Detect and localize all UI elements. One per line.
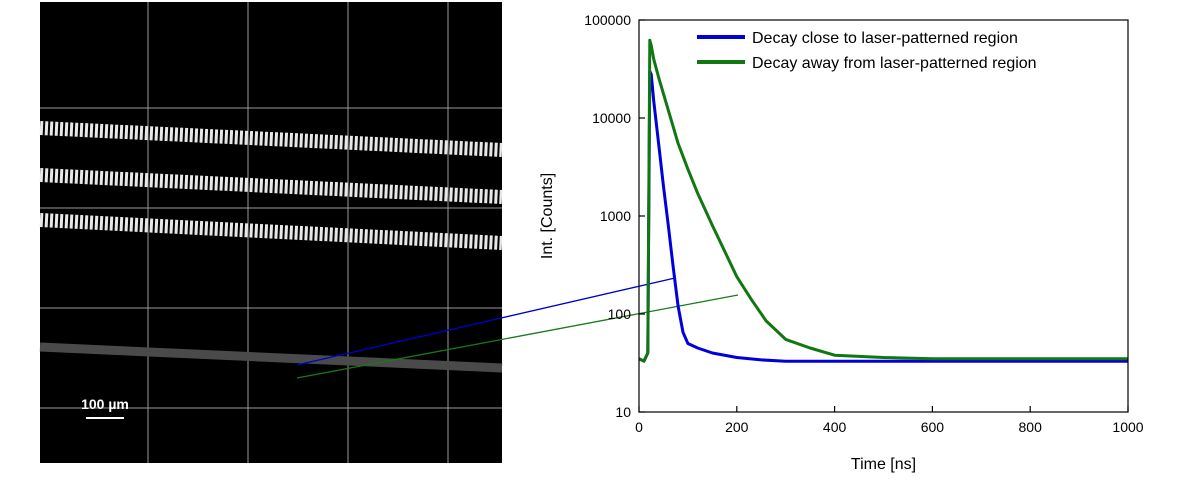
y-tick-label: 1000	[600, 208, 631, 224]
x-tick-label: 0	[635, 419, 643, 435]
patterned-line-1	[39, 121, 503, 157]
decay-chart: 0 200 400 600 800 1000 10 100 1000 10000 100000 De…	[539, 12, 1144, 473]
y-tick-label: 10000	[592, 110, 631, 126]
patterned-line-2	[39, 168, 503, 204]
axis-ticks: 0 200 400 600 800 1000 10 100 1000 10000 100000	[584, 12, 1143, 435]
faint-line	[39, 342, 503, 373]
series-line-1	[638, 69, 1128, 363]
connector-close	[296, 277, 676, 366]
x-tick-label: 1000	[1112, 419, 1143, 435]
x-tick-label: 400	[823, 419, 847, 435]
series-line-2	[638, 38, 1128, 363]
x-axis-title: Time [ns]	[851, 456, 916, 473]
connector-away	[296, 294, 739, 379]
micrograph-layer: 100 µm	[39, 2, 503, 463]
y-tick-label: 100000	[584, 12, 631, 28]
y-tick-label: 10	[615, 404, 631, 420]
series-layer	[638, 38, 1128, 363]
patterned-line-3	[39, 213, 503, 250]
legend: Decay close to laser-patterned region Dec…	[697, 30, 1037, 72]
scale-bar-label: 100 µm	[81, 396, 129, 412]
y-axis-title: Int. [Counts]	[539, 173, 556, 259]
y-tick-label: 100	[608, 306, 632, 322]
x-tick-label: 200	[725, 419, 749, 435]
legend-label-2: Decay away from laser-patterned region	[752, 55, 1037, 72]
micrograph-grid	[40, 2, 502, 463]
x-tick-label: 800	[1019, 419, 1043, 435]
legend-label-1: Decay close to laser-patterned region	[752, 30, 1018, 47]
x-tick-label: 600	[921, 419, 945, 435]
